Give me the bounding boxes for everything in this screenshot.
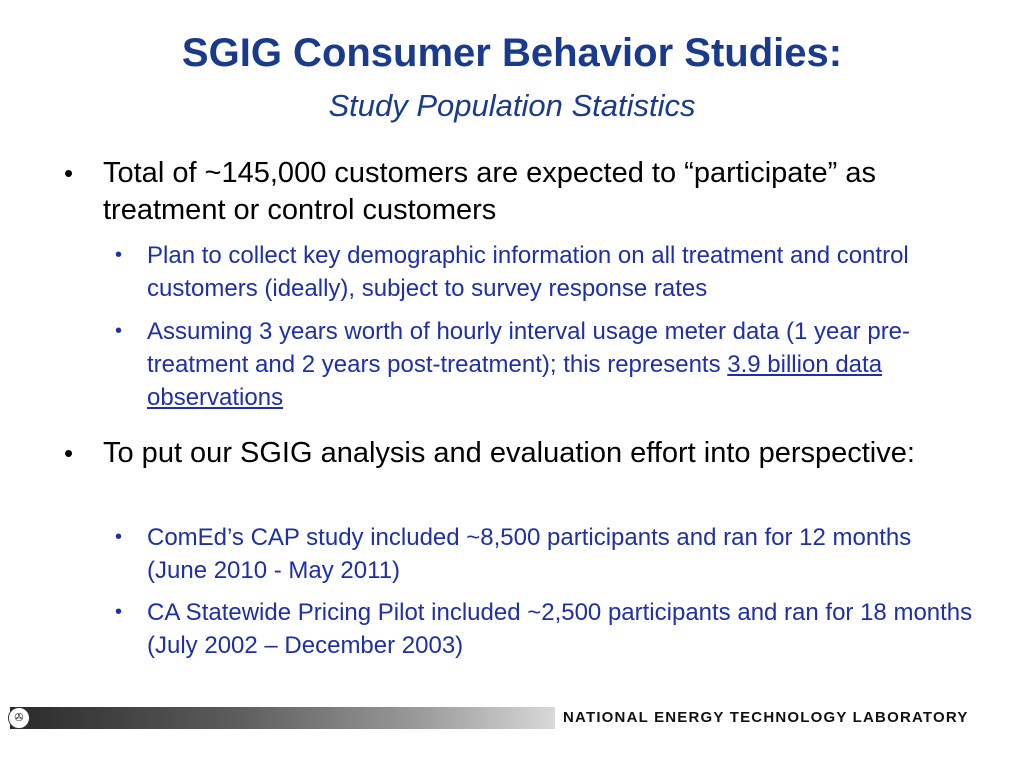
- slide-subtitle: Study Population Statistics: [328, 88, 696, 123]
- doe-logo-icon: ✇: [8, 707, 30, 729]
- bullet-dot: •: [64, 158, 74, 188]
- bullet-1-sub-2-text: Assuming 3 years worth of hourly interva…: [147, 315, 977, 414]
- bullet-2-text: To put our SGIG analysis and evaluation …: [103, 437, 915, 469]
- bullet-2-sub-2-text: CA Statewide Pricing Pilot included ~2,5…: [147, 599, 973, 659]
- sub-bullet-dot: •: [115, 526, 123, 548]
- data-observations-link[interactable]: 3.9 billion data observations: [147, 351, 883, 411]
- bullet-1-sub-1-text: Plan to collect key demographic informat…: [147, 242, 909, 302]
- bullet-dot: •: [64, 438, 74, 468]
- footer-org-name: NATIONAL ENERGY TECHNOLOGY LABORATORY: [563, 709, 969, 726]
- bullet-1-text: Total of ~145,000 customers are expected…: [103, 157, 876, 226]
- sub-bullet-dot: •: [115, 244, 123, 266]
- slide-title: SGIG Consumer Behavior Studies:: [181, 31, 843, 75]
- sub-bullet-dot: •: [115, 320, 123, 342]
- bullet-1-sub-2-lead: Assuming 3 years worth of hourly interva…: [147, 318, 911, 378]
- bullet-2-sub-1-text: ComEd’s CAP study included ~8,500 partic…: [147, 524, 912, 584]
- sub-bullet-dot: •: [115, 601, 123, 623]
- footer-gradient-bar: [10, 707, 555, 729]
